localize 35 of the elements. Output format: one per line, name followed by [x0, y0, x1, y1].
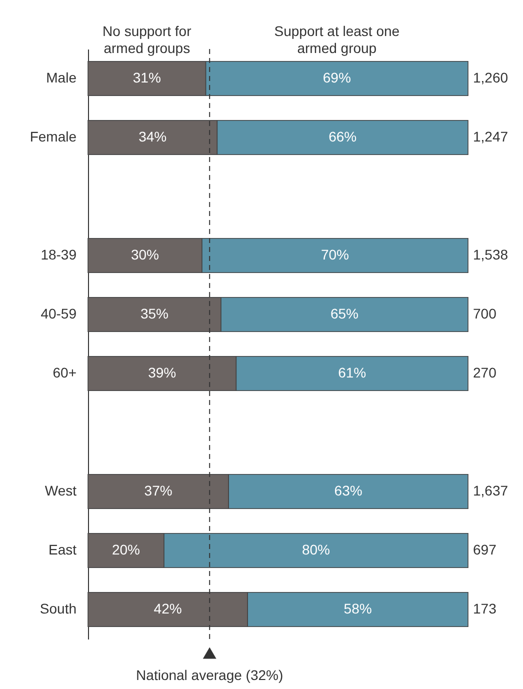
- data-label: 39%: [148, 364, 176, 380]
- text: 1,637: [473, 482, 508, 498]
- text: 1,247: [473, 128, 508, 144]
- data-label: 65%: [330, 306, 359, 322]
- data-label: 20%: [112, 542, 140, 558]
- series-label: No support for armed groups: [102, 23, 192, 56]
- text: 697: [473, 542, 497, 558]
- data-label: 69%: [322, 70, 351, 86]
- data-label: 37%: [144, 482, 172, 498]
- y-tick-label: 18-39: [40, 246, 77, 262]
- data-label: 35%: [140, 306, 169, 322]
- y-tick-label: 40-59: [40, 306, 77, 322]
- data-label: 63%: [334, 482, 362, 498]
- data-label: 42%: [154, 600, 182, 616]
- y-tick-label: South: [40, 600, 76, 616]
- data-label: 30%: [130, 246, 160, 262]
- series-label: Support at least one armed group: [274, 23, 400, 56]
- ref-line-label: National average (32%): [136, 667, 284, 683]
- text: 700: [473, 306, 497, 322]
- data-label: 34%: [138, 128, 167, 144]
- text: 1,538: [473, 246, 508, 262]
- text: 1,260: [473, 70, 508, 86]
- y-tick-label: 60+: [52, 364, 76, 380]
- y-tick-label: East: [48, 542, 77, 558]
- data-label: 61%: [338, 364, 366, 380]
- data-label: 80%: [302, 542, 330, 558]
- data-label: 70%: [320, 246, 350, 262]
- data-label: 58%: [344, 600, 372, 616]
- y-tick-label: West: [44, 482, 77, 498]
- text: 173: [473, 600, 497, 616]
- text: 270: [473, 364, 497, 380]
- data-label: 31%: [132, 70, 161, 86]
- y-tick-label: Female: [30, 128, 77, 144]
- y-tick-label: Male: [46, 70, 77, 86]
- data-label: 66%: [328, 128, 357, 144]
